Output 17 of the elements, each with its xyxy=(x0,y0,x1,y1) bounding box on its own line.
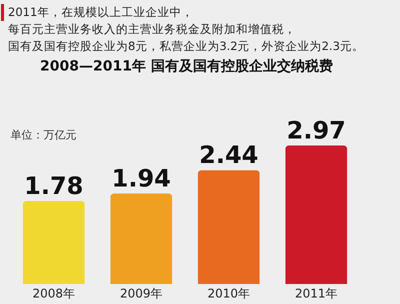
x-tick-label: 2009年 xyxy=(120,286,163,300)
text: 2011年，在规模以上工业企业中， xyxy=(1,4,392,21)
data-label: 1.78 xyxy=(24,172,84,200)
chart-title: 2008—2011年 国有及国有控股企业交纳税费 xyxy=(40,57,333,74)
text: 国有及国有控股企业为8元，私营企业为3.2元，外资企业为2.3元。 xyxy=(8,38,365,55)
x-tick-label: 2010年 xyxy=(207,286,250,300)
data-label: 2.97 xyxy=(286,116,346,144)
data-label: 2.44 xyxy=(199,141,258,170)
bar xyxy=(285,145,348,284)
y-axis-title: 单位：万亿元 xyxy=(10,128,76,142)
bar xyxy=(110,193,172,284)
x-tick-label: 2011年 xyxy=(294,286,338,300)
bar xyxy=(198,170,260,284)
text: 每百元主营业务收入的主营业务税金及附加和增值税， xyxy=(8,21,297,38)
bar xyxy=(22,200,85,284)
data-label: 1.94 xyxy=(112,164,171,192)
x-tick-label: 2008年 xyxy=(32,286,76,300)
